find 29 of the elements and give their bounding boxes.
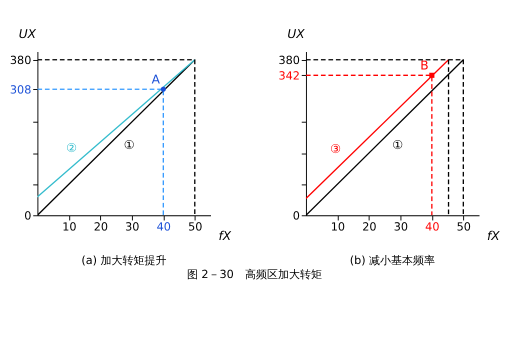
x-tick-label: 30	[394, 220, 408, 234]
y-tick-label: 0	[292, 210, 300, 223]
x-tick-label: 10	[62, 220, 77, 234]
x-axis-title: fX	[487, 229, 500, 244]
series-label: A	[152, 72, 161, 87]
x-tick-label: 40	[156, 220, 171, 234]
series-label: ②	[66, 141, 77, 155]
x-tick-label: 20	[94, 220, 108, 234]
series-label: ③	[330, 142, 342, 156]
y-tick-label: 380	[10, 54, 32, 67]
series-label: B	[420, 58, 429, 73]
x-tick-label: 40	[425, 220, 440, 234]
x-tick-label: 20	[362, 220, 377, 234]
y-tick-label: 308	[10, 83, 32, 96]
caption: 图 2－30 高频区加大转矩	[186, 268, 322, 281]
y-tick-label: 342	[278, 70, 300, 83]
x-tick-label: 50	[188, 220, 202, 234]
y-axis-title: UX	[18, 26, 37, 41]
x-tick-label: 50	[456, 220, 471, 234]
series-label: ①	[392, 138, 404, 152]
text: (a) 加大转矩提升	[81, 254, 167, 267]
x-tick-label: 30	[125, 220, 140, 234]
text: (b) 减小基本频率	[350, 254, 436, 267]
x-tick-label: 10	[330, 220, 346, 234]
series-label: ①	[124, 138, 135, 152]
y-axis-title: UX	[287, 26, 306, 41]
y-tick-label: 380	[278, 54, 300, 67]
x-axis-title: fX	[218, 229, 232, 244]
y-tick-label: 0	[24, 210, 32, 223]
